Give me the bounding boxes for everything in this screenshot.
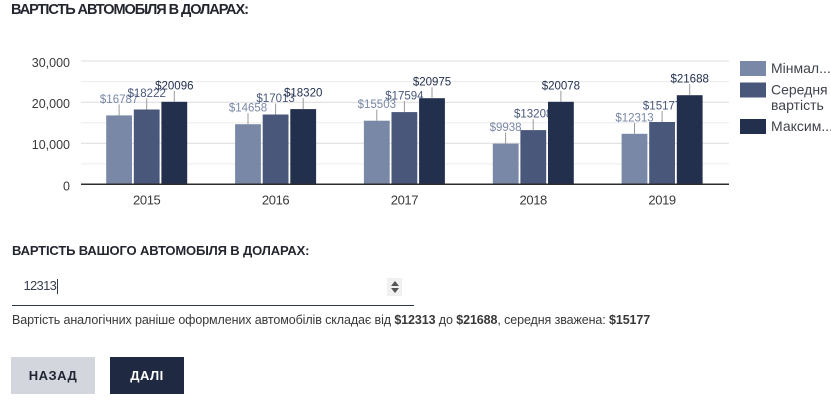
svg-text:$20096: $20096	[155, 80, 193, 92]
svg-text:0: 0	[63, 179, 70, 193]
svg-text:$9938: $9938	[490, 122, 522, 134]
svg-text:$14658: $14658	[229, 103, 267, 115]
svg-text:2017: 2017	[391, 193, 418, 208]
svg-text:20,000: 20,000	[32, 97, 70, 111]
svg-text:$21688: $21688	[671, 74, 709, 86]
svg-text:$17594: $17594	[385, 91, 424, 103]
svg-text:2018: 2018	[520, 193, 547, 208]
svg-text:2019: 2019	[648, 193, 675, 208]
svg-text:$12313: $12313	[615, 112, 653, 124]
svg-text:Середня: Середня	[771, 82, 828, 98]
svg-text:$18222: $18222	[128, 88, 166, 100]
svg-text:Мінмал...: Мінмал...	[771, 60, 831, 76]
svg-text:$15177: $15177	[643, 101, 681, 113]
svg-text:10,000: 10,000	[32, 138, 70, 152]
svg-text:$20975: $20975	[413, 77, 451, 89]
svg-text:Максим...: Максим...	[771, 118, 831, 134]
svg-text:$13208: $13208	[514, 109, 552, 121]
svg-text:$15503: $15503	[358, 99, 396, 111]
svg-text:вартість: вартість	[771, 97, 824, 113]
svg-text:2015: 2015	[133, 193, 160, 208]
svg-text:$18320: $18320	[284, 88, 322, 100]
svg-text:30,000: 30,000	[32, 56, 70, 70]
svg-text:2016: 2016	[262, 193, 289, 208]
svg-text:$17013: $17013	[256, 93, 294, 105]
svg-text:$20078: $20078	[542, 80, 580, 92]
svg-text:$16787: $16787	[100, 94, 138, 106]
